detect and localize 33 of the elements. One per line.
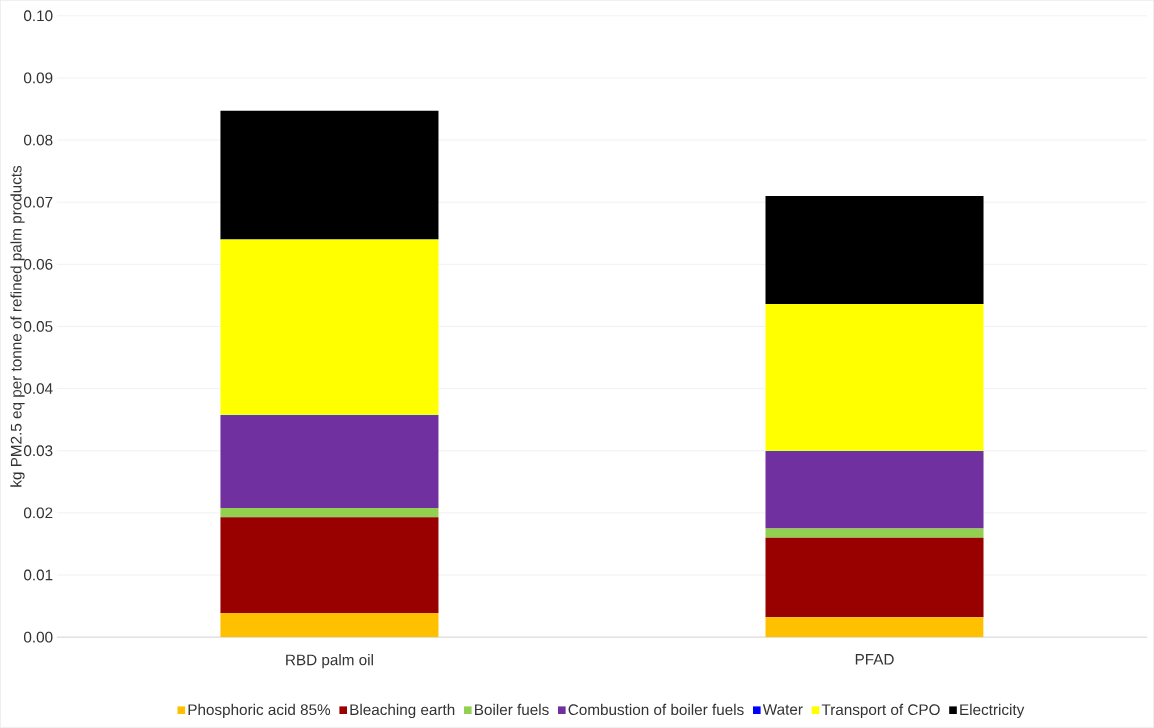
legend-label: Boiler fuels xyxy=(475,704,549,716)
bar xyxy=(765,528,984,538)
y-tick-label: 0.05 xyxy=(23,321,53,333)
y-tick-label: 0.10 xyxy=(23,10,53,22)
y-tick-label: 0.03 xyxy=(23,445,53,457)
y-tick-label: 0.04 xyxy=(23,383,53,395)
bar xyxy=(220,111,439,240)
bar xyxy=(220,613,439,638)
y-tick-label: 0.06 xyxy=(23,259,53,270)
legend-label: Transport of CPO xyxy=(821,704,940,719)
bar xyxy=(220,508,439,518)
bar xyxy=(765,196,984,305)
bar xyxy=(765,617,984,638)
y-tick-label: 0.02 xyxy=(23,507,53,519)
bar xyxy=(765,537,984,618)
bar xyxy=(220,239,439,416)
y-tick-label: 0.00 xyxy=(23,631,53,643)
y-tick-label: 0.08 xyxy=(23,134,53,146)
bar xyxy=(220,416,439,509)
bar xyxy=(220,517,439,614)
legend-label: Water xyxy=(762,704,803,715)
x-tick-label: PFAD xyxy=(855,654,894,665)
y-tick-label: 0.01 xyxy=(23,569,53,581)
legend-label: Combustion of boiler fuels xyxy=(568,704,744,716)
y-tick-label: 0.09 xyxy=(23,72,53,84)
y-tick-label: 0.07 xyxy=(23,196,53,208)
legend-label: Electricity xyxy=(960,704,1025,719)
legend-label: Bleaching earth xyxy=(350,704,455,719)
legend-label: Phosphoric acid 85% xyxy=(188,704,331,719)
bar xyxy=(765,304,984,452)
bar xyxy=(765,452,984,529)
x-tick-label: RBD palm oil xyxy=(286,654,373,669)
y-axis-title: kg PM2.5 eq per tonne of refined palm products xyxy=(10,166,25,487)
